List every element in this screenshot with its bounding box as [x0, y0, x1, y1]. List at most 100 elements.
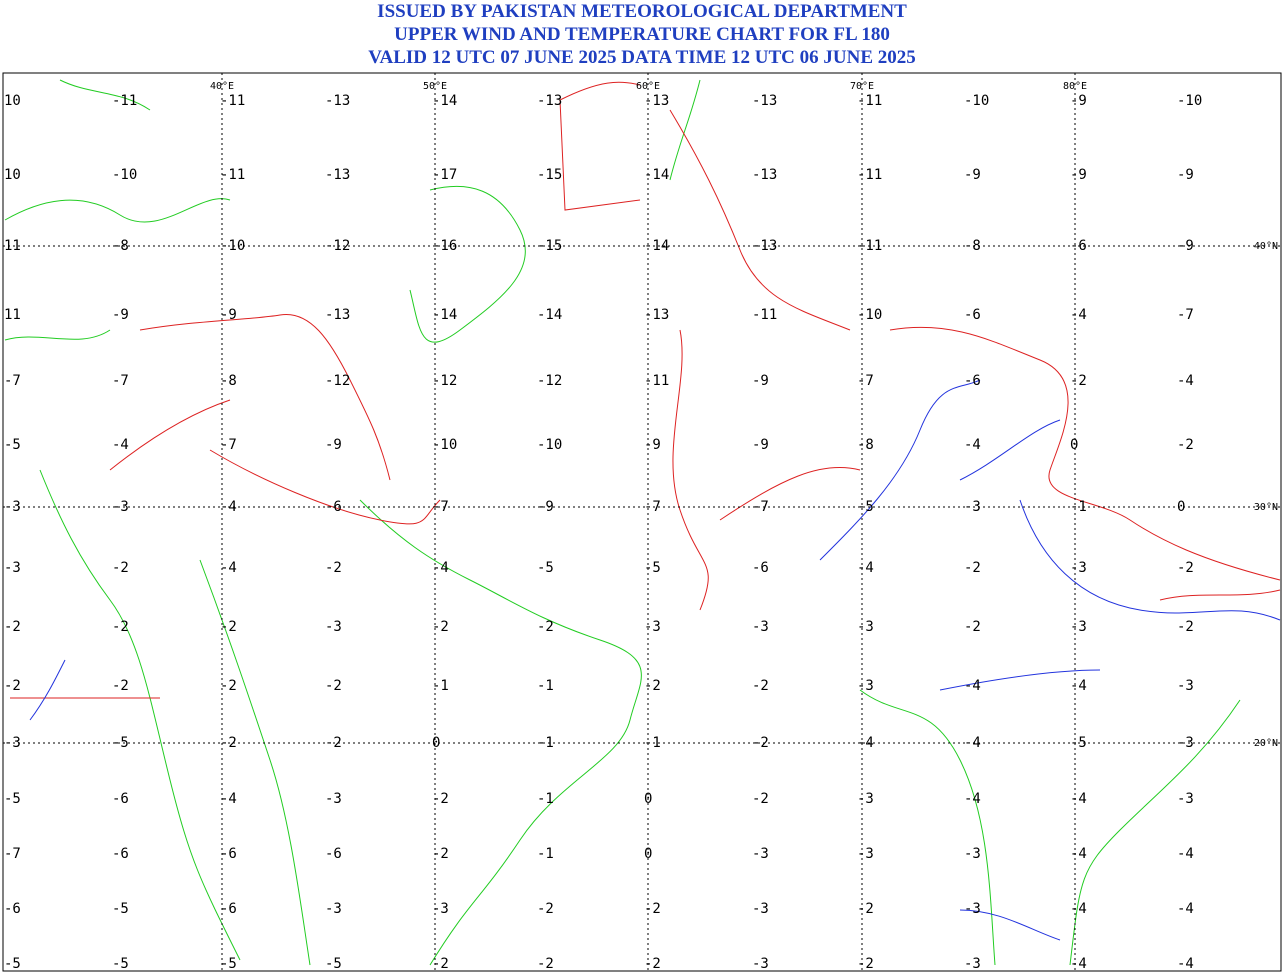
temperature: -3 — [857, 791, 874, 807]
temperature: -4 — [1177, 846, 1194, 862]
temperature: -7 — [112, 373, 129, 389]
temperature: -11 — [752, 307, 777, 323]
temperature: -2 — [964, 619, 981, 635]
temperature: -2 — [1177, 619, 1194, 635]
temperature: -4 — [220, 499, 237, 515]
latitude-label: 20°N — [1254, 738, 1278, 749]
coastlines — [4, 79, 1241, 966]
temperature: -3 — [964, 846, 981, 862]
temperature: -4 — [1070, 901, 1087, 917]
temperature: -5 — [112, 901, 129, 917]
temperature: -2 — [220, 678, 237, 694]
longitude-label: 40°E — [210, 81, 234, 92]
temperature: -9 — [220, 307, 237, 323]
temperature: -2 — [537, 956, 554, 972]
temperature: -4 — [432, 560, 449, 576]
temperature: -3 — [752, 846, 769, 862]
temperature: -6 — [112, 791, 129, 807]
temperature: -5 — [4, 956, 21, 972]
temperature: -10 — [857, 307, 882, 323]
temperature: -4 — [964, 735, 981, 751]
temperature: -9 — [1177, 238, 1194, 254]
temperature: -4 — [1070, 307, 1087, 323]
temperature: -2 — [752, 735, 769, 751]
temperature: -2 — [325, 560, 342, 576]
temperature: -2 — [432, 791, 449, 807]
rivers — [29, 379, 1281, 941]
temperature: -3 — [1177, 791, 1194, 807]
temperature: -5 — [1070, 735, 1087, 751]
temperature: -4 — [1177, 901, 1194, 917]
temperature: -9 — [1070, 167, 1087, 183]
temperature: -2 — [432, 956, 449, 972]
temperature: -2 — [537, 619, 554, 635]
longitude-label: 60°E — [636, 81, 660, 92]
latitude-label: 30°N — [1254, 502, 1278, 513]
temperature: -9 — [112, 307, 129, 323]
temperature: -5 — [537, 560, 554, 576]
temperature: -4 — [964, 678, 981, 694]
chart-title: ISSUED BY PAKISTAN METEOROLOGICAL DEPART… — [0, 0, 1284, 69]
temperature: -9 — [1070, 93, 1087, 109]
temperature: 0 — [1070, 437, 1078, 453]
longitude-label: 50°E — [423, 81, 447, 92]
temperature: -1 — [537, 678, 554, 694]
temperature: -13 — [752, 93, 777, 109]
temperature: -3 — [752, 619, 769, 635]
temperature: -2 — [4, 678, 21, 694]
temperature: -6 — [964, 307, 981, 323]
temperature: -3 — [4, 560, 21, 576]
temperature: -4 — [1177, 373, 1194, 389]
temperature: -3 — [112, 499, 129, 515]
temperature: -15 — [537, 238, 562, 254]
temperature: -7 — [4, 846, 21, 862]
temperature: -5 — [325, 956, 342, 972]
temperature: -3 — [1070, 560, 1087, 576]
temperature: -4 — [1177, 956, 1194, 972]
temperature: -4 — [1070, 791, 1087, 807]
temperature: -15 — [537, 167, 562, 183]
temperature: -3 — [325, 791, 342, 807]
temperature: -11 — [857, 167, 882, 183]
temperature: -3 — [4, 499, 21, 515]
temperature: -4 — [220, 791, 237, 807]
temperature: -5 — [4, 791, 21, 807]
temperature: -10 — [112, 167, 137, 183]
temperature: -14 — [432, 93, 457, 109]
temperature: -10 — [1177, 93, 1202, 109]
latitude-label: 40°N — [1254, 241, 1278, 252]
temperature: -6 — [752, 560, 769, 576]
temperature: -2 — [112, 560, 129, 576]
temperature: -6 — [1070, 238, 1087, 254]
temperature: -10 — [432, 437, 457, 453]
temperature: -1 — [537, 846, 554, 862]
longitude-label: 80°E — [1063, 81, 1087, 92]
temperature: -13 — [752, 238, 777, 254]
temperature: -3 — [857, 619, 874, 635]
temperature: -2 — [537, 901, 554, 917]
temperature: -2 — [432, 619, 449, 635]
temperature: -11 — [644, 373, 669, 389]
temperature: -1 — [1070, 499, 1087, 515]
temperature: -13 — [325, 93, 350, 109]
temperature: -2 — [964, 560, 981, 576]
temperature: -9 — [325, 437, 342, 453]
temperature: -13 — [325, 307, 350, 323]
temperature: -11 — [857, 238, 882, 254]
temperature: -12 — [432, 373, 457, 389]
temperature: -2 — [857, 956, 874, 972]
temperature: -16 — [432, 238, 457, 254]
temperature: 0 — [644, 791, 652, 807]
temperature: -13 — [325, 167, 350, 183]
temperature: -3 — [644, 619, 661, 635]
borders — [10, 81, 1281, 699]
temperature: -14 — [644, 167, 669, 183]
map-frame — [2, 72, 1282, 972]
temperature: -13 — [644, 93, 669, 109]
temperature: -2 — [752, 791, 769, 807]
temperature: -5 — [112, 735, 129, 751]
temperature: -5 — [112, 956, 129, 972]
temperature: -10 — [537, 437, 562, 453]
temperature: -3 — [1177, 678, 1194, 694]
